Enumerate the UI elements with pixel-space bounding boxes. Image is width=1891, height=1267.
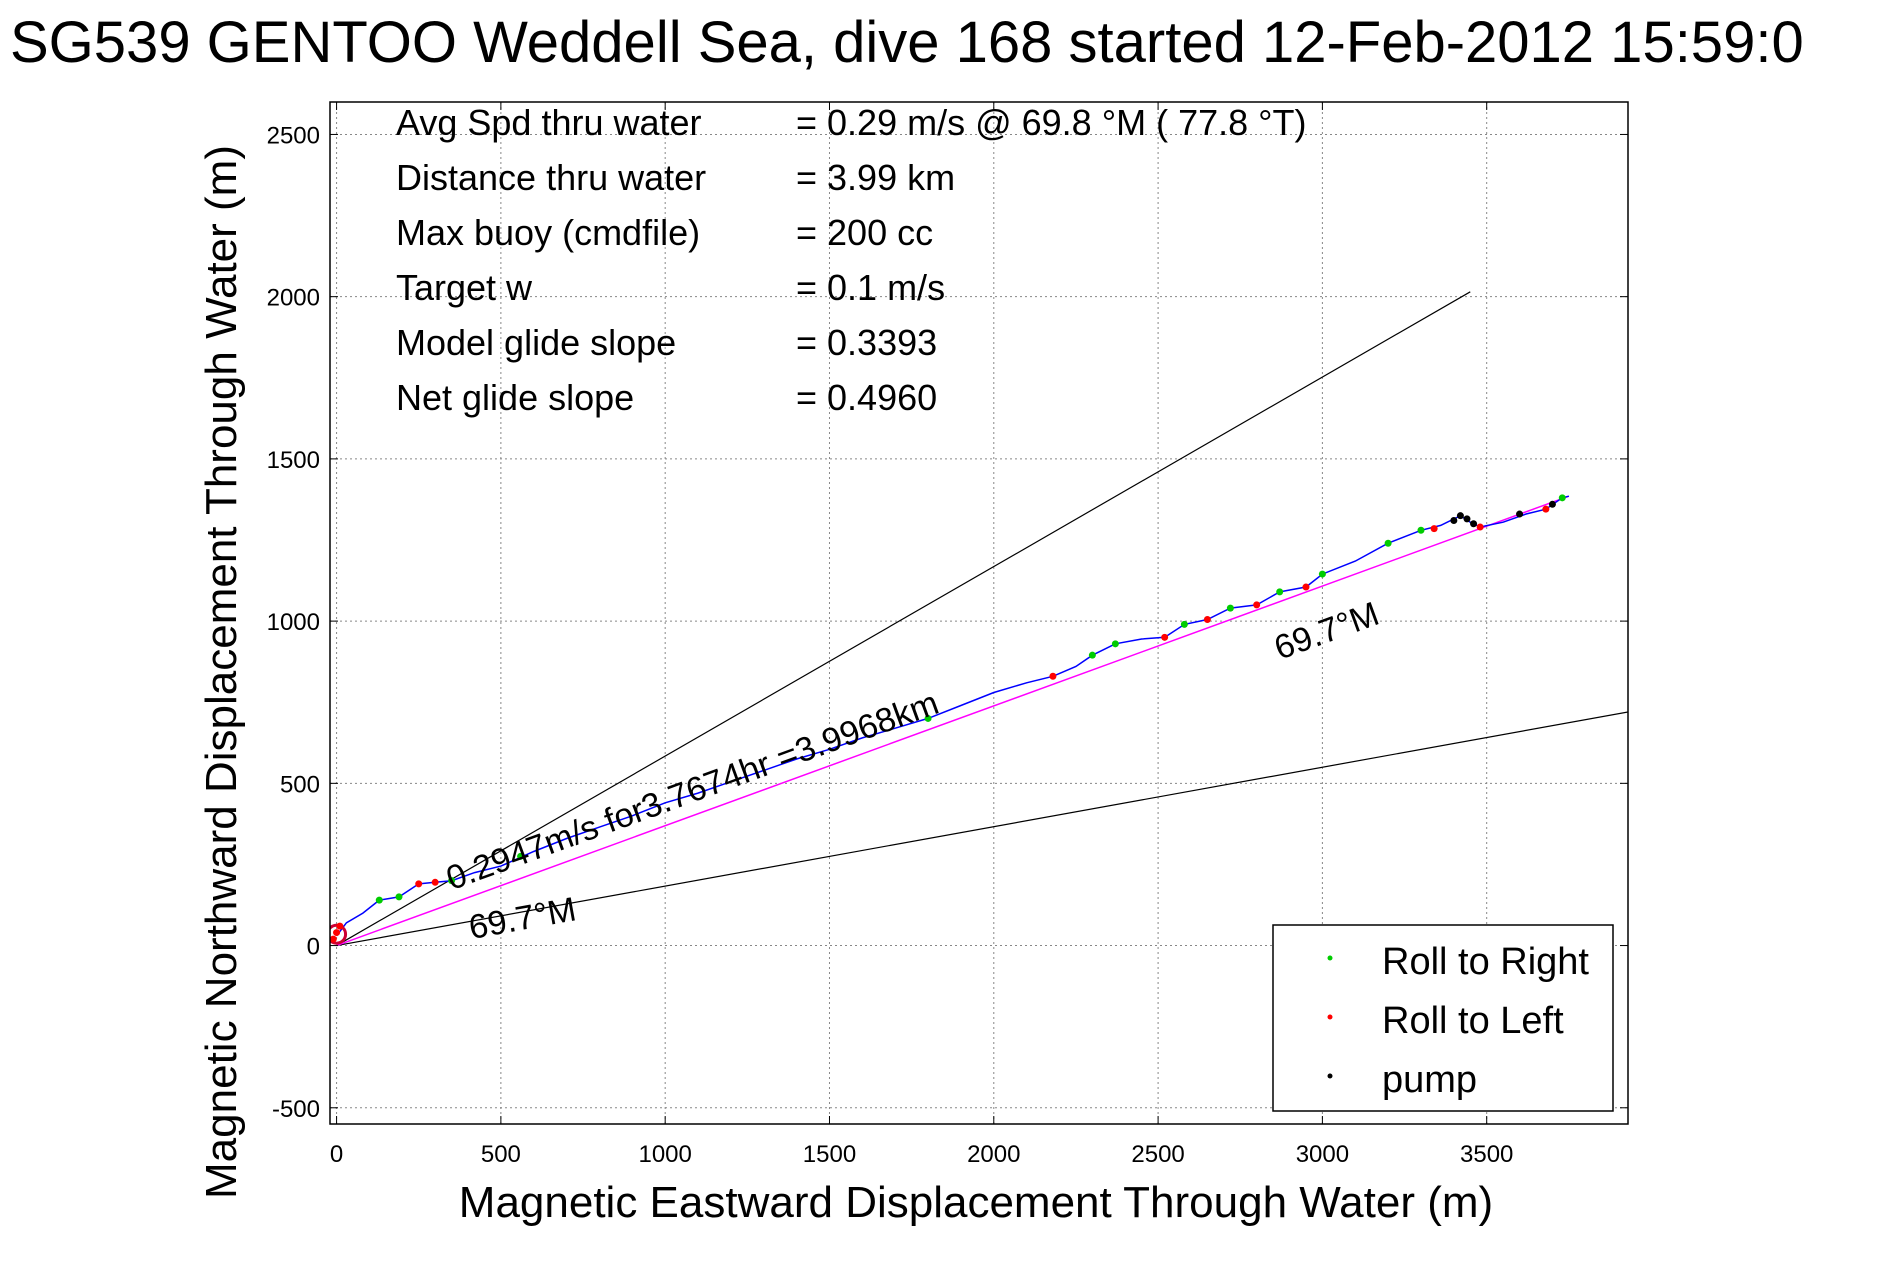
roll-right-point (1417, 526, 1425, 534)
y-tick-label: -500 (272, 1096, 320, 1123)
pump-point (1548, 500, 1556, 508)
roll-right-point (1384, 539, 1392, 547)
info-label: Distance thru water (396, 157, 706, 198)
roll-left-point (415, 880, 423, 888)
roll-right-point (1318, 570, 1326, 578)
legend-marker-roll-right (1327, 955, 1333, 961)
x-tick-label: 1500 (803, 1141, 856, 1168)
info-label: Avg Spd thru water (396, 102, 702, 143)
roll-left-point (1049, 672, 1057, 680)
legend-marker-roll-left (1327, 1014, 1333, 1020)
glide-envelope-line (336, 711, 1628, 947)
roll-right-point (395, 893, 403, 901)
info-panel: Avg Spd thru water = 0.29 m/s @ 69.8 °M (… (396, 102, 1307, 418)
y-tick-label: 0 (307, 934, 320, 961)
roll-right-point (1088, 651, 1096, 659)
glide-envelope-line (336, 291, 1471, 947)
y-tick-label: 1000 (267, 609, 320, 636)
roll-left-point (431, 878, 439, 886)
roll-right-point (1226, 604, 1234, 612)
x-tick-label: 1000 (638, 1141, 691, 1168)
x-tick-label: 3000 (1296, 1141, 1349, 1168)
roll-right-point (448, 877, 456, 885)
y-tick-label: 500 (280, 771, 320, 798)
legend-label-roll-right: Roll to Right (1382, 941, 1589, 983)
pump-point (1470, 520, 1478, 528)
roll-right-point (1558, 494, 1566, 502)
chart-title: SG539 GENTOO Weddell Sea, dive 168 start… (10, 10, 1804, 75)
y-tick-label: 2000 (267, 285, 320, 312)
y-axis-label: Magnetic Northward Displacement Through … (197, 145, 246, 1199)
info-label: Max buoy (cmdfile) (396, 212, 700, 253)
x-tick-label: 3500 (1460, 1141, 1513, 1168)
x-tick-label: 2000 (967, 1141, 1020, 1168)
legend-label-roll-left: Roll to Left (1382, 1000, 1564, 1042)
pump-point (1456, 512, 1464, 520)
grid (330, 102, 1628, 1124)
pump-point (1450, 517, 1458, 525)
info-value: = 0.1 m/s (796, 267, 945, 308)
pump-point (1463, 515, 1471, 523)
roll-left-point (330, 935, 337, 943)
info-label: Model glide slope (396, 322, 676, 363)
info-label: Net glide slope (396, 377, 634, 418)
roll-left-point (1203, 615, 1211, 623)
info-value: = 3.99 km (796, 157, 955, 198)
y-tick-label: 1500 (267, 447, 320, 474)
roll-left-point (336, 922, 344, 930)
pump-point (1516, 510, 1524, 518)
heading-line (336, 495, 1570, 947)
plot-frame (329, 101, 1629, 1125)
axis-ticks: 0 500 1000 1500 2000 2500 3000 3500 -500 0 500 1000… (267, 102, 1628, 1168)
roll-left-point (1253, 601, 1261, 609)
roll-right-point (517, 852, 525, 860)
roll-right-point (924, 714, 932, 722)
roll-right-point (1276, 588, 1284, 596)
y-tick-label: 2500 (267, 122, 320, 149)
x-tick-label: 2500 (1131, 1141, 1184, 1168)
roll-left-point (333, 929, 341, 937)
roll-right-point (1111, 640, 1119, 648)
info-value: = 0.29 m/s @ 69.8 °M ( 77.8 °T) (796, 102, 1307, 143)
legend-marker-pump (1327, 1073, 1333, 1079)
roll-left-point (1161, 633, 1169, 641)
x-tick-label: 0 (330, 1141, 343, 1168)
x-tick-label: 500 (481, 1141, 521, 1168)
info-value: = 200 cc (796, 212, 933, 253)
legend-label-pump: pump (1382, 1059, 1477, 1101)
roll-right-point (1180, 620, 1188, 628)
x-axis-label: Magnetic Eastward Displacement Through W… (459, 1178, 1493, 1227)
roll-left-point (1476, 523, 1484, 531)
roll-left-point (1430, 525, 1438, 533)
roll-left-point (1302, 583, 1310, 591)
info-label: Target w (396, 267, 533, 308)
info-value: = 0.3393 (796, 322, 937, 363)
roll-right-point (375, 896, 383, 904)
info-value: = 0.4960 (796, 377, 937, 418)
legend: Roll to Right Roll to Left pump (1272, 924, 1614, 1112)
roll-left-point (1542, 505, 1550, 513)
